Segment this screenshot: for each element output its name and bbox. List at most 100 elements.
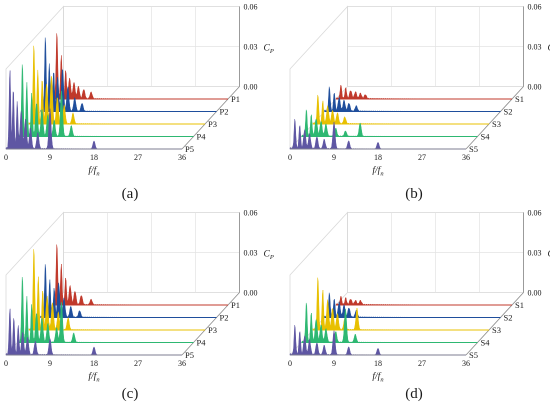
z-tick-label: 0.03 [244,249,258,258]
x-tick-label: 27 [418,153,426,162]
series-label: S4 [481,338,491,348]
series-label: S3 [492,119,501,129]
z-tick-label: 0.03 [244,43,258,52]
z-tick-label: 0.06 [244,209,258,218]
series-p3: P3 [28,249,217,335]
series-p4: P4 [17,277,207,348]
z-axis-label-sub: P [269,254,274,261]
x-tick-label: 9 [48,359,52,368]
series-label: S1 [515,300,524,310]
panel-caption: (b) [405,186,423,202]
x-tick-label: 36 [178,359,186,368]
x-axis-label-sub: n [96,377,99,384]
series-s3: S3 [312,277,501,335]
series-label: P4 [197,338,207,348]
series-area [51,33,229,100]
z-tick-label: 0.03 [528,43,542,52]
series-label: S5 [469,350,478,360]
series-s1: S1 [335,84,524,104]
series-label: P1 [231,300,240,310]
series-area [40,264,217,318]
z-tick-label: 0.03 [528,249,542,258]
series-p3: P3 [28,45,217,129]
panel-caption: (c) [122,386,139,402]
z-axis-label-main: C [548,250,550,260]
series-label: P3 [208,325,217,335]
x-axis-label-sub: n [96,171,99,178]
series-s4: S4 [301,302,491,348]
depth-axis-line [465,292,524,356]
z-tick-label: 0.00 [244,289,258,298]
series-s2: S2 [324,292,513,323]
x-tick-label: 18 [90,359,98,368]
x-axis-label-sub: n [380,171,383,178]
series-s1: S1 [335,295,524,310]
x-tick-label: 9 [332,359,336,368]
depth-axis-line [181,86,240,150]
z-tick-label: 0.06 [528,209,542,218]
x-tick-label: 9 [332,153,336,162]
x-axis-label-sub: n [380,377,383,384]
x-tick-label: 18 [90,153,98,162]
series-p1: P1 [51,33,240,104]
series-area [51,244,229,306]
x-tick-label: 36 [462,153,470,162]
series-label: P4 [197,132,207,142]
panel-caption: (d) [405,386,423,402]
series-label: S1 [515,94,524,104]
depth-axis-line [181,292,240,356]
x-tick-label: 18 [374,359,382,368]
series-p2: P2 [40,37,229,117]
x-tick-label: 0 [288,359,292,368]
series-label: P2 [220,107,229,117]
z-tick-label: 0.00 [528,289,542,298]
x-tick-label: 27 [134,153,142,162]
series-label: P2 [220,313,229,323]
x-tick-label: 18 [374,153,382,162]
series-label: S4 [481,132,491,142]
series-area [335,84,513,100]
z-axis-label-main: C [548,44,550,54]
x-axis-label: f/fn [88,165,99,178]
series-label: S5 [469,144,478,154]
series-label: S3 [492,325,501,335]
x-axis-label-main: f/f [88,165,97,176]
z-tick-label: 0.00 [244,83,258,92]
series-label: S2 [504,107,513,117]
z-axis-label-main: C [264,250,271,260]
series-label: P5 [185,350,194,360]
depth-axis-line [465,86,524,150]
x-tick-label: 0 [4,359,8,368]
x-axis-label-main: f/f [372,371,381,382]
series-label: P5 [185,144,194,154]
x-axis-label: f/fn [88,371,99,384]
z-tick-label: 0.00 [528,83,542,92]
x-tick-label: 0 [4,153,8,162]
series-s4: S4 [301,109,491,142]
z-axis-label: CP [264,250,274,262]
z-axis-label-sub: P [269,48,274,55]
x-axis-label-main: f/f [372,165,381,176]
x-axis-label: f/fn [372,371,383,384]
z-axis-label: CP [264,44,274,56]
series-area [40,37,217,112]
x-tick-label: 9 [48,153,52,162]
z-axis-label-main: C [264,44,271,54]
series-p1: P1 [51,244,240,310]
x-axis-label-main: f/f [88,371,97,382]
grid-walls [289,5,524,151]
series-label: S2 [504,313,513,323]
series-label: P1 [231,94,240,104]
series-p2: P2 [40,264,229,323]
series-label: P3 [208,119,217,129]
z-tick-label: 0.06 [244,3,258,12]
side-wall [289,5,348,151]
x-tick-label: 36 [178,153,186,162]
series-area [335,295,513,306]
series-p4: P4 [17,64,207,142]
z-axis-label: CP [548,44,550,56]
